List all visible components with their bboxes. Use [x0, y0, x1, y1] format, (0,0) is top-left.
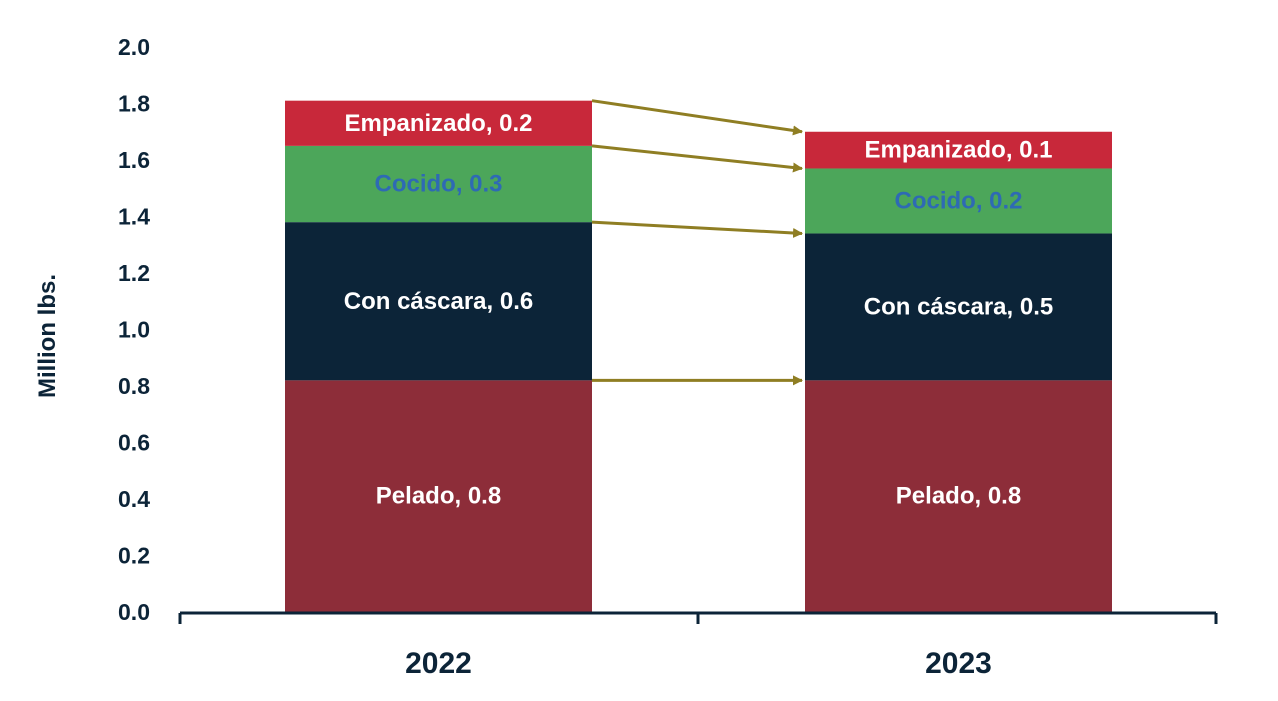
- bar-segment-con-c-scara-2022: [285, 222, 592, 381]
- connector-arrow: [591, 144, 803, 173]
- x-tick-label: 2022: [405, 647, 472, 680]
- y-tick-label: 1.0: [118, 317, 150, 343]
- labels-layer: Pelado, 0.8 Con cáscara, 0.6 Cocido, 0.3 Em…: [118, 34, 1053, 680]
- bar-segment-con-c-scara-2023: [805, 233, 1112, 381]
- bar-segment-cocido-2023: [805, 168, 1112, 234]
- data-label: Empanizado, 0.1: [864, 137, 1052, 164]
- y-tick-label: 0.4: [118, 486, 150, 512]
- connectors-layer: [591, 99, 803, 386]
- data-label: Pelado, 0.8: [376, 483, 501, 510]
- data-label: Cocido, 0.2: [894, 187, 1022, 214]
- y-tick-label: 0.8: [118, 373, 150, 399]
- data-label: Empanizado, 0.2: [344, 110, 532, 137]
- bar-segment-empanizado-2022: [285, 100, 592, 146]
- x-tick-label: 2023: [925, 647, 992, 680]
- y-tick-label: 1.2: [118, 260, 150, 286]
- bar-segment-cocido-2022: [285, 145, 592, 223]
- y-axis-label: Million lbs.: [34, 274, 61, 398]
- connector-arrow: [591, 220, 803, 238]
- bars-layer: [285, 100, 1112, 612]
- bar-segment-pelado-2023: [805, 380, 1112, 612]
- data-label: Con cáscara, 0.6: [344, 288, 533, 315]
- data-label: Con cáscara, 0.5: [864, 293, 1053, 320]
- y-tick-label: 1.6: [118, 147, 150, 173]
- data-label: Pelado, 0.8: [896, 483, 1021, 510]
- y-tick-label: 0.6: [118, 430, 150, 456]
- bar-segment-pelado-2022: [285, 380, 592, 612]
- y-tick-label: 2.0: [118, 34, 150, 60]
- data-label: Cocido, 0.3: [374, 171, 502, 198]
- axes-layer: [178, 611, 1218, 624]
- y-tick-label: 0.0: [118, 599, 150, 625]
- connector-arrow: [591, 99, 803, 136]
- y-tick-label: 1.4: [118, 204, 150, 230]
- y-tick-label: 0.2: [118, 543, 150, 569]
- bar-segment-empanizado-2023: [805, 131, 1112, 169]
- y-tick-label: 1.8: [118, 91, 150, 117]
